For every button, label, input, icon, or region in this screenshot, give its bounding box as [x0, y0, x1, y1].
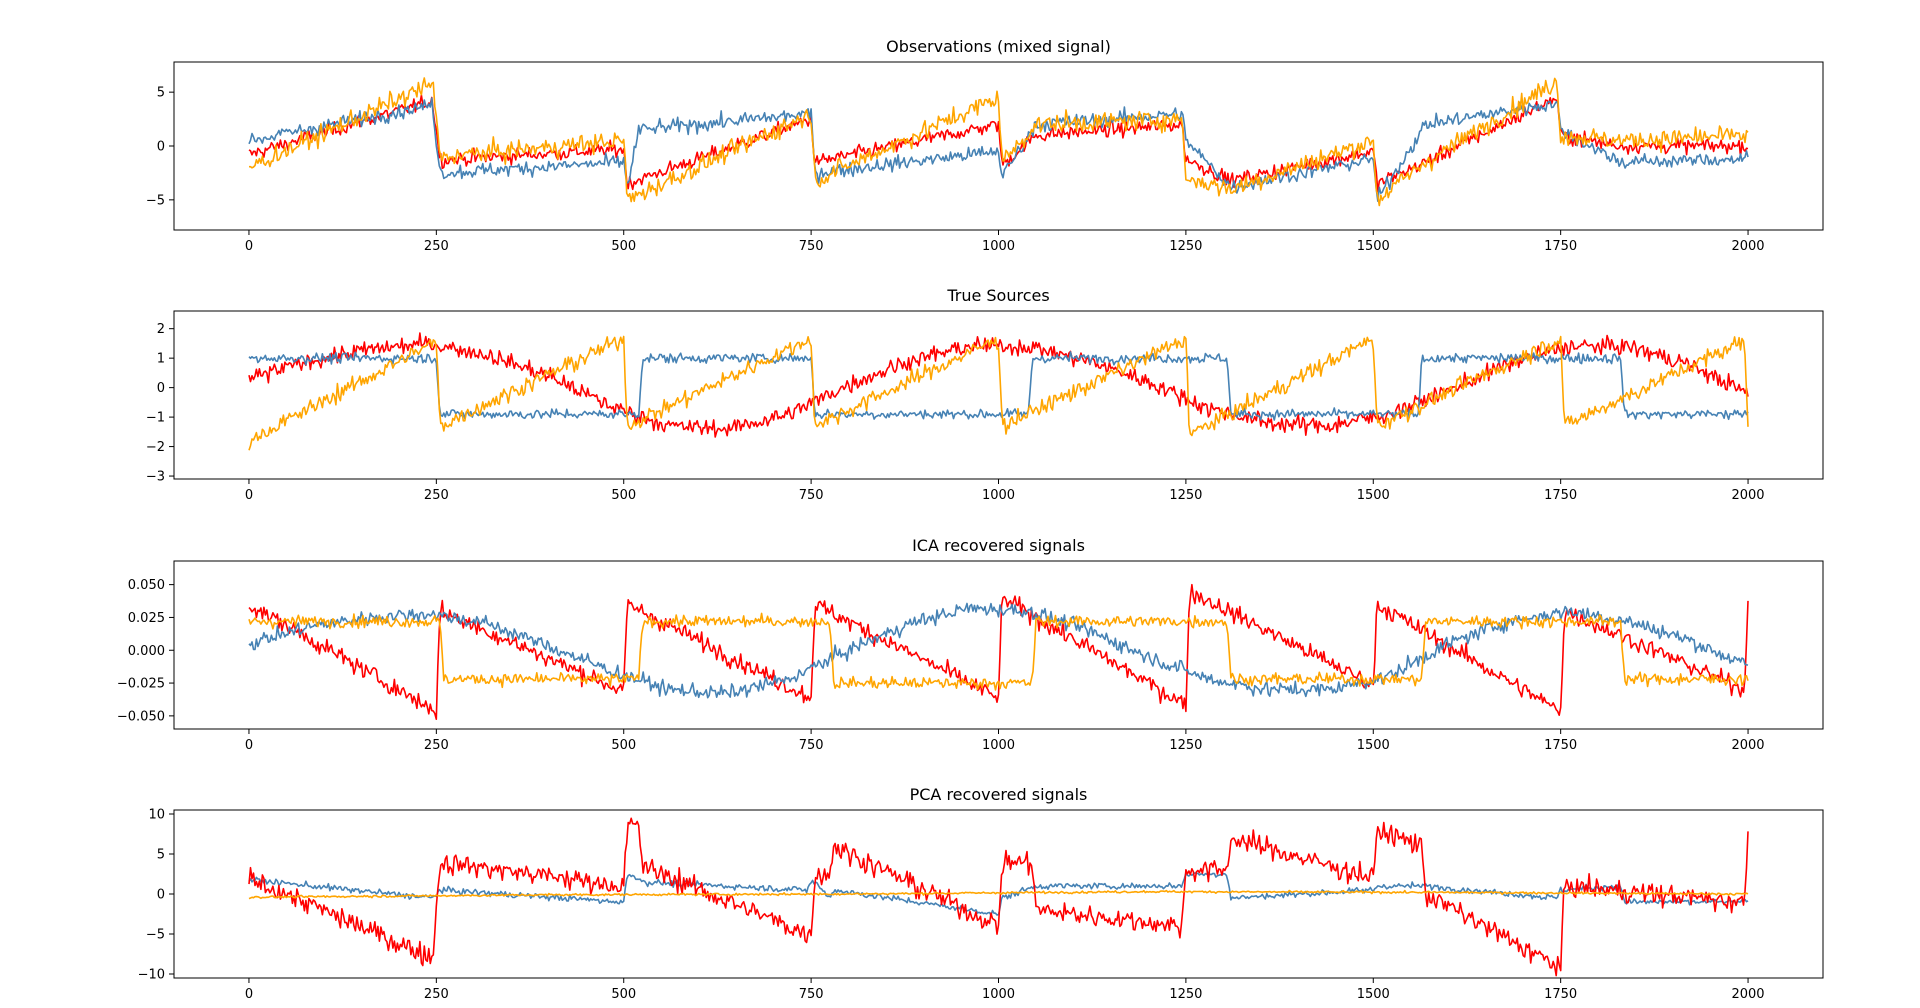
x-tick-label: 250 [424, 738, 449, 753]
subplot-3: ICA recovered signals 0 250 500 750 1000 1250 1… [117, 536, 1824, 753]
x-tick-label: 2000 [1731, 239, 1764, 254]
x-tick-label: 1750 [1544, 239, 1577, 254]
x-tick-label: 500 [611, 239, 636, 254]
y-tick-label: 0 [157, 140, 165, 155]
x-tick-label: 1250 [1169, 488, 1202, 503]
x-tick-label: 500 [611, 488, 636, 503]
y-tick-label: −0.025 [117, 677, 165, 692]
y-tick-label: 10 [148, 808, 165, 823]
series-line-1 [248, 583, 1749, 721]
x-tick-label: 500 [611, 738, 636, 753]
series-line-2 [248, 602, 1749, 699]
x-tick-label: 250 [424, 488, 449, 503]
y-tick-label: −2 [146, 440, 165, 455]
y-tick-label: −0.050 [117, 709, 165, 724]
x-tick-label: 0 [245, 239, 253, 254]
series-group [248, 583, 1749, 721]
series-group [248, 77, 1749, 207]
x-tick-label: 1750 [1544, 987, 1577, 1002]
y-tick-label: 0.000 [128, 644, 165, 659]
x-tick-label: 1000 [982, 987, 1015, 1002]
subplot-title: PCA recovered signals [910, 785, 1088, 804]
series-group [248, 817, 1749, 977]
subplots: Observations (mixed signal)0 250 500 750 100… [117, 37, 1824, 1002]
y-tick-label: −1 [146, 411, 165, 426]
x-tick-label: 1500 [1357, 239, 1390, 254]
x-tick-label: 750 [799, 488, 824, 503]
subplot-title: ICA recovered signals [912, 536, 1085, 555]
y-tick-label: 0.050 [128, 578, 165, 593]
series-line-2 [248, 817, 1749, 977]
subplot-1: Observations (mixed signal) 0 250 500 750 100… [146, 37, 1824, 254]
x-tick-label: 1250 [1169, 987, 1202, 1002]
x-tick-label: 1000 [982, 738, 1015, 753]
x-tick-label: 2000 [1731, 987, 1764, 1002]
x-tick-label: 1250 [1169, 239, 1202, 254]
x-tick-label: 0 [245, 738, 253, 753]
subplot-title: Observations (mixed signal) [886, 37, 1111, 56]
subplot-title: True Sources [946, 286, 1049, 305]
y-tick-label: 0 [157, 888, 165, 903]
x-tick-label: 0 [245, 488, 253, 503]
y-tick-label: −10 [138, 968, 165, 983]
series-line-3 [248, 335, 1749, 451]
x-tick-label: 1500 [1357, 987, 1390, 1002]
series-line-3 [248, 612, 1749, 691]
subplot-4: PCA recovered signals 0 250 500 750 1000 1250 1… [138, 785, 1824, 1002]
y-tick-label: −5 [146, 193, 165, 208]
x-tick-label: 750 [799, 738, 824, 753]
series-line-2 [248, 351, 1749, 421]
x-tick-label: 1000 [982, 239, 1015, 254]
x-tick-label: 0 [245, 987, 253, 1002]
series-line-3 [249, 77, 1749, 207]
series-line-1 [248, 332, 1749, 438]
x-tick-label: 500 [611, 987, 636, 1002]
series-line-3 [248, 889, 1749, 900]
x-tick-label: 250 [424, 987, 449, 1002]
x-tick-label: 1000 [982, 488, 1015, 503]
x-tick-label: 1750 [1544, 488, 1577, 503]
x-tick-label: 2000 [1731, 488, 1764, 503]
y-tick-label: 0.025 [128, 611, 165, 626]
y-tick-label: 1 [157, 352, 165, 367]
x-tick-label: 1500 [1357, 738, 1390, 753]
x-tick-label: 1250 [1169, 738, 1202, 753]
x-tick-label: 1500 [1357, 488, 1390, 503]
x-tick-label: 750 [799, 987, 824, 1002]
x-tick-label: 1750 [1544, 738, 1577, 753]
series-line-2 [248, 97, 1749, 202]
x-tick-label: 750 [799, 239, 824, 254]
y-tick-label: 0 [157, 381, 165, 396]
x-tick-label: 250 [424, 239, 449, 254]
y-tick-label: −3 [146, 470, 165, 485]
y-tick-label: 5 [157, 848, 165, 863]
x-tick-label: 2000 [1731, 738, 1764, 753]
series-group [248, 332, 1749, 451]
y-tick-label: 2 [157, 322, 165, 337]
y-tick-label: 5 [157, 86, 165, 101]
y-tick-label: −5 [146, 928, 165, 943]
